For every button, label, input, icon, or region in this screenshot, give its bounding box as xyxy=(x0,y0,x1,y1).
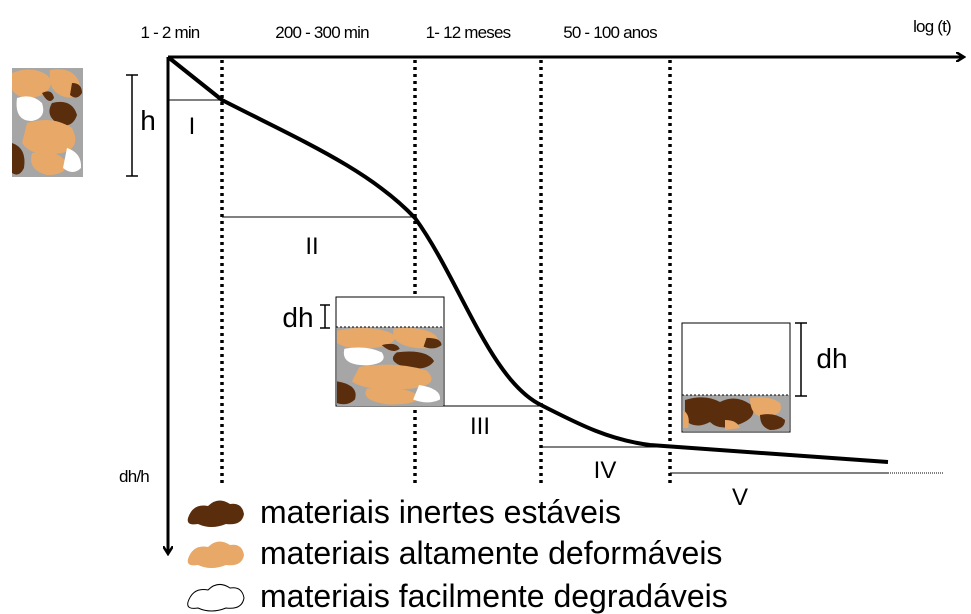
dh-bracket xyxy=(320,304,330,329)
time-label: 50 - 100 anos xyxy=(563,23,657,42)
phase-dividers xyxy=(220,60,672,485)
time-label: 1 - 2 min xyxy=(141,23,200,42)
phase-label: IV xyxy=(594,457,617,484)
phase-label: III xyxy=(470,413,490,440)
dh-label: dh xyxy=(816,343,847,374)
phase-label: I xyxy=(189,113,196,140)
legend-text: materiais altamente deformáveis xyxy=(260,535,722,571)
dh-label: dh xyxy=(282,302,313,333)
legend-swatch xyxy=(187,584,245,612)
time-label: 1- 12 meses xyxy=(426,23,511,42)
phase-label: II xyxy=(305,233,318,260)
legend-swatch xyxy=(187,541,244,568)
phase-label: V xyxy=(732,484,748,511)
height-label: h xyxy=(140,105,156,136)
time-label: 200 - 300 min xyxy=(275,23,369,42)
reference-lines xyxy=(168,99,943,474)
legend-text: materiais facilmente degradáveis xyxy=(260,578,728,614)
legend-text: materiais inertes estáveis xyxy=(260,494,621,530)
axis-label: dh/h xyxy=(119,467,149,486)
dh-bracket xyxy=(795,322,807,397)
settlement-curve xyxy=(166,55,889,464)
sample-compressed xyxy=(335,296,445,407)
sample-initial xyxy=(12,68,83,177)
height-bracket xyxy=(126,74,138,177)
sample-final xyxy=(681,322,791,433)
axis-label: log (t) xyxy=(913,17,951,36)
legend-swatch xyxy=(187,500,244,527)
